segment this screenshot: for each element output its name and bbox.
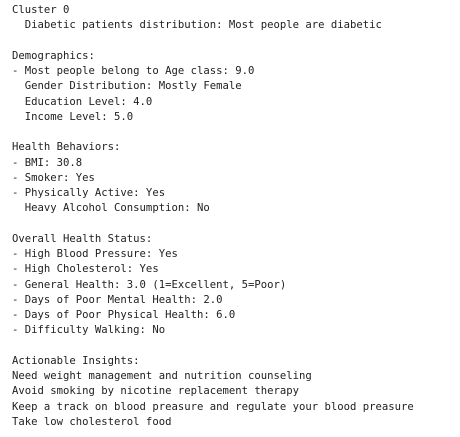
text-line: - High Cholesterol: Yes (12, 263, 159, 276)
text-line: Need weight management and nutrition cou… (12, 370, 312, 382)
text-line: Gender Distribution: Mostly Female (12, 80, 242, 93)
text-line: Take low cholesterol food (12, 415, 172, 428)
section: Health Behaviors: - BMI: 30.8 - Smoker: Ye… (12, 140, 460, 216)
text-line: Keep a track on blood preasure and regul… (12, 400, 414, 413)
text-line: - General Health: 3.0 (1=Excellent, 5=Po… (12, 278, 287, 291)
section: Cluster 0 Diabetic patients distribution… (12, 3, 460, 34)
section: Demographics: - Most people belong to Age… (12, 49, 460, 125)
text-line: - Physically Active: Yes (12, 187, 166, 199)
section-heading: Overall Health Status: (12, 232, 153, 245)
text-line: Education Level: 4.0 (12, 95, 153, 108)
section-heading: Health Behaviors: (12, 141, 121, 154)
section-heading: Actionable Insights: (12, 354, 140, 367)
section-heading: Cluster 0 (12, 4, 70, 16)
text-line: Income Level: 5.0 (12, 110, 134, 123)
text-line: - BMI: 30.8 (12, 156, 83, 169)
section: Overall Health Status: - High Blood Press… (12, 232, 460, 339)
section-heading: Demographics: (12, 49, 95, 62)
text-line: Diabetic patients distribution: Most peo… (12, 19, 382, 32)
text-line: - Days of Poor Mental Health: 2.0 (12, 293, 223, 306)
text-line: Avoid smoking by nicotine replacement th… (12, 385, 300, 398)
text-line: - High Blood Pressure: Yes (12, 248, 178, 260)
text-line: - Difficulty Walking: No (12, 324, 166, 337)
text-line: - Days of Poor Physical Health: 6.0 (12, 309, 236, 321)
text-line: - Most people belong to Age class: 9.0 (12, 65, 255, 77)
section: Actionable Insights: Need weight manageme… (12, 354, 460, 430)
text-line: - Smoker: Yes (12, 171, 95, 184)
text-line: Heavy Alcohol Consumption: No (12, 202, 210, 215)
